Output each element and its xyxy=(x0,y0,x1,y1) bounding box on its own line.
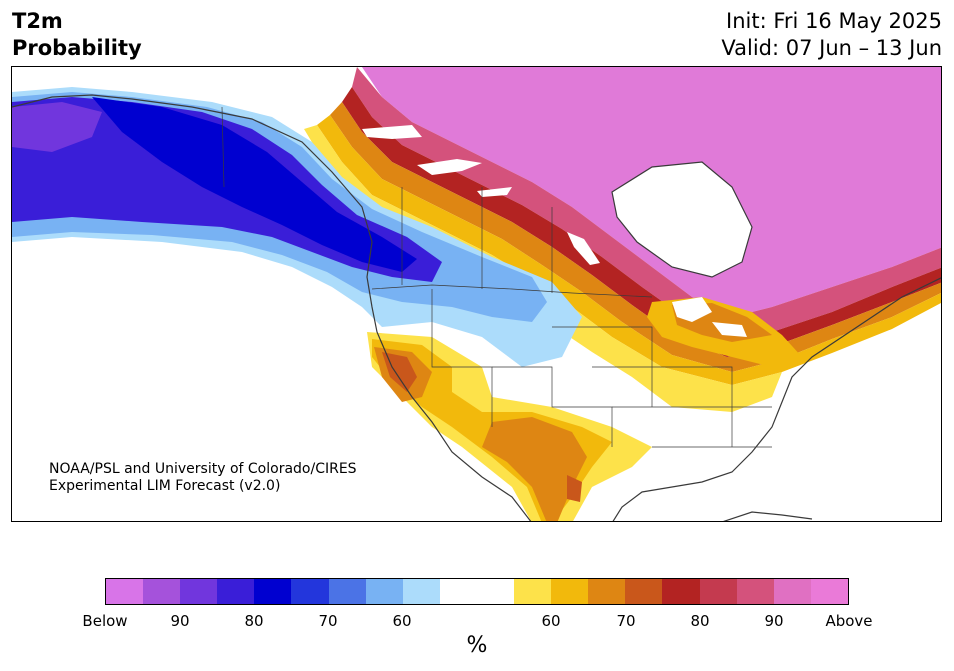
colorbar-segment xyxy=(143,579,181,604)
lake-winnipeg xyxy=(567,232,600,265)
colorbar-tick-below: Below xyxy=(82,612,128,630)
variable-label: T2m xyxy=(12,9,63,33)
subtitle-label: Probability xyxy=(12,36,142,60)
colorbar-segment xyxy=(106,579,144,604)
colorbar-tick-above-60: 60 xyxy=(541,612,561,630)
colorbar-segment xyxy=(625,579,663,604)
colorbar-segment xyxy=(588,579,626,604)
colorbar-tick-above-80: 80 xyxy=(690,612,710,630)
colorbar-tick-below-80: 80 xyxy=(244,612,264,630)
below-deep-region xyxy=(12,102,102,152)
above-mid-band xyxy=(342,87,941,357)
credit-line-1: NOAA/PSL and University of Colorado/CIRE… xyxy=(49,461,357,477)
above-gold-band xyxy=(317,115,941,385)
valid-date: Valid: 07 Jun – 13 Jun xyxy=(721,36,942,60)
colorbar-segment xyxy=(736,579,774,604)
colorbar-segment xyxy=(662,579,700,604)
forecast-map xyxy=(11,66,942,522)
great-slave-lake xyxy=(417,159,482,175)
colorbar-segment xyxy=(699,579,737,604)
colorbar-segment xyxy=(773,579,811,604)
colorbar-segment xyxy=(402,579,440,604)
borders xyxy=(221,106,772,448)
colorbar-segment xyxy=(291,579,329,604)
colorbar xyxy=(105,578,849,605)
colorbar-segment xyxy=(180,579,218,604)
colorbar-tick-above-70: 70 xyxy=(616,612,636,630)
colorbar-tick-below-90: 90 xyxy=(170,612,190,630)
colorbar-segment xyxy=(254,579,292,604)
hudson-bay xyxy=(612,162,752,277)
map-title: T2m Probability xyxy=(12,8,142,62)
above-orange-band xyxy=(330,102,941,372)
init-date: Init: Fri 16 May 2025 xyxy=(726,9,942,33)
colorbar-segment xyxy=(551,579,589,604)
forecast-dates: Init: Fri 16 May 2025 Valid: 07 Jun – 13… xyxy=(721,8,942,62)
colorbar-segment xyxy=(217,579,255,604)
credit-text: NOAA/PSL and University of Colorado/CIRE… xyxy=(49,461,357,495)
colorbar-segment xyxy=(439,579,477,604)
coastlines xyxy=(12,94,941,521)
colorbar-tick-below-70: 70 xyxy=(318,612,338,630)
colorbar-tick-below-60: 60 xyxy=(392,612,412,630)
colorbar-tick-above: Above xyxy=(825,612,873,630)
colorbar-segment xyxy=(810,579,848,604)
above-high-band xyxy=(352,67,941,339)
colorbar-tick-above-90: 90 xyxy=(764,612,784,630)
colorbar-segment xyxy=(365,579,403,604)
great-bear-lake xyxy=(362,125,422,139)
credit-line-2: Experimental LIM Forecast (v2.0) xyxy=(49,478,281,494)
lake-athabasca xyxy=(477,187,512,197)
colorbar-segment xyxy=(514,579,552,604)
southwest-red-region xyxy=(382,352,582,502)
great-lakes xyxy=(672,297,747,337)
below-max-region xyxy=(92,97,417,272)
colorbar-segment xyxy=(328,579,366,604)
southwest-orange-region xyxy=(374,347,587,521)
probability-map xyxy=(12,67,941,521)
colorbar-unit: % xyxy=(466,633,488,658)
colorbar-segment xyxy=(476,579,515,604)
